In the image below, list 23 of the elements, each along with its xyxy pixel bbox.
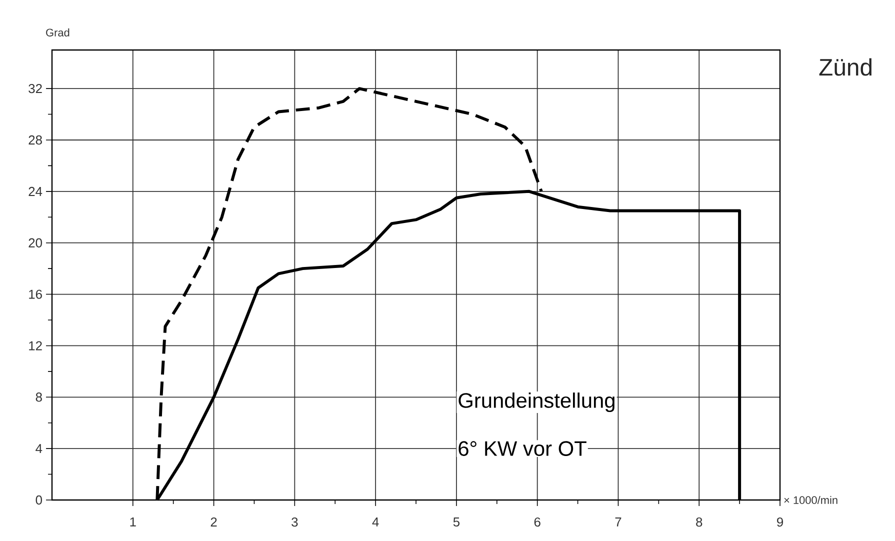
text: Zünd <box>819 58 872 76</box>
y-tick-label: 16 <box>29 290 42 299</box>
x-tick-label: 2 <box>210 517 217 527</box>
x-tick-label: 6 <box>534 517 540 527</box>
annotation: Grundeinstellung <box>458 392 614 412</box>
y-tick-label: 28 <box>28 135 42 145</box>
x-tick-label: 8 <box>696 517 702 527</box>
x-tick-label: 3 <box>292 517 298 527</box>
x-tick-label: 1 <box>130 517 136 526</box>
x-tick-label: 5 <box>453 517 460 527</box>
y-tick-label: 20 <box>28 238 42 248</box>
x-tick-label: 4 <box>372 517 379 526</box>
y-tick-label: 0 <box>36 495 42 505</box>
x-tick-label: 9 <box>777 517 783 527</box>
x-axis-title: × 1000/min <box>784 496 838 504</box>
y-tick-label: 8 <box>36 392 42 402</box>
y-tick-label: 24 <box>28 186 42 196</box>
y-tick-label: 4 <box>36 444 42 454</box>
x-tick-label: 7 <box>615 517 622 526</box>
annotation: 6° KW vor OT <box>458 441 586 456</box>
y-tick-label: 32 <box>28 84 42 94</box>
y-axis-title: Grad <box>46 28 70 36</box>
y-tick-label: 12 <box>29 341 42 350</box>
